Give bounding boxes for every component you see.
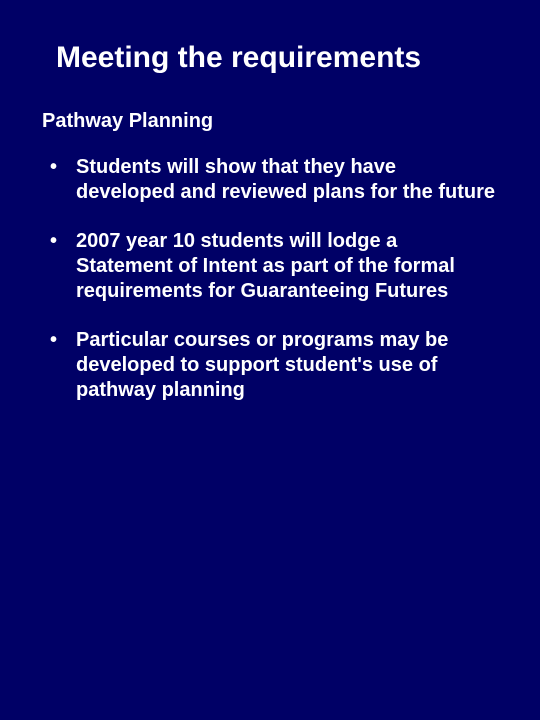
bullet-item: 2007 year 10 students will lodge a State…	[42, 229, 498, 304]
slide-subtitle: Pathway Planning	[42, 110, 498, 133]
bullet-list: Students will show that they have develo…	[42, 155, 498, 403]
bullet-item: Particular courses or programs may be de…	[42, 328, 498, 403]
slide-container: Meeting the requirements Pathway Plannin…	[0, 0, 540, 720]
bullet-item: Students will show that they have develo…	[42, 155, 498, 205]
slide-title: Meeting the requirements	[56, 40, 498, 76]
